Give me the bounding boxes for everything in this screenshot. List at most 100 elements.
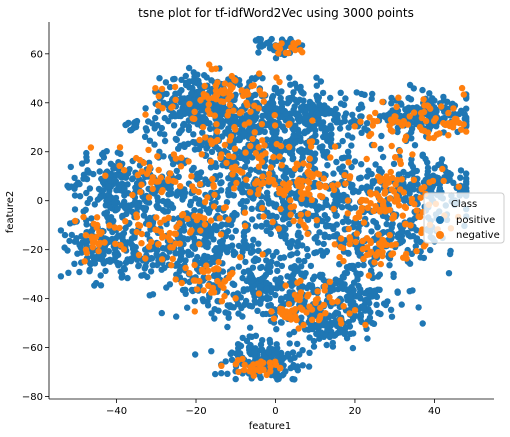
data-point-positive [345,124,352,131]
data-point-positive [286,289,293,296]
data-point-negative [251,129,258,136]
data-point-positive [263,293,271,301]
data-point-negative [379,98,386,106]
data-point-negative [259,204,266,212]
data-point-positive [463,114,470,121]
data-point-positive [327,94,334,102]
data-point-negative [300,160,307,167]
data-point-positive [263,285,270,292]
data-point-negative [432,115,439,122]
data-point-negative [352,238,359,246]
data-point-negative [242,222,249,230]
data-point-negative [153,178,160,185]
data-point-positive [284,350,292,358]
data-point-negative [409,151,416,158]
data-point-positive [313,82,320,89]
data-point-negative [143,170,151,178]
y-tick-label: 20 [30,147,43,158]
data-point-positive [339,137,346,145]
data-point-negative [321,182,329,190]
data-point-negative [243,99,250,106]
data-point-negative [158,85,166,93]
data-point-positive [232,375,239,383]
data-point-positive [122,203,129,211]
data-point-positive [336,125,344,132]
data-point-positive [124,274,131,282]
data-point-positive [271,203,278,210]
data-point-negative [133,211,140,218]
data-point-negative [256,154,263,162]
data-point-positive [431,165,438,172]
data-point-negative [322,310,329,317]
data-point-negative [138,240,145,247]
data-point-negative [382,206,389,213]
data-point-negative [259,137,266,144]
data-point-positive [408,156,415,163]
y-axis-label: feature2 [5,191,16,233]
data-point-negative [223,159,230,167]
data-point-negative [440,119,447,127]
data-point-positive [330,191,337,198]
data-point-negative [346,240,353,248]
data-point-positive [208,77,215,84]
data-point-positive [154,204,161,211]
data-point-positive [376,286,383,293]
data-point-negative [364,204,371,211]
data-point-negative [445,132,452,139]
data-point-positive [413,116,421,124]
data-point-negative [172,178,179,185]
data-point-negative [165,175,172,183]
data-point-negative [238,108,245,116]
data-point-positive [206,207,213,215]
data-point-positive [333,119,340,126]
data-point-positive [295,129,302,136]
data-point-negative [388,142,395,150]
data-point-negative [270,315,278,322]
data-point-negative [256,70,263,77]
data-point-positive [286,74,293,81]
data-point-positive [229,242,236,249]
data-point-positive [169,204,177,211]
data-point-positive [71,206,79,213]
data-point-positive [96,168,103,175]
data-point-negative [400,189,407,196]
data-point-negative [308,316,316,323]
data-point-positive [306,104,314,111]
data-point-negative [297,211,304,218]
data-point-positive [355,271,362,278]
data-point-positive [135,262,142,270]
data-point-positive [291,354,298,361]
data-point-positive [199,129,206,136]
data-point-negative [344,210,351,217]
data-point-positive [254,307,261,314]
data-point-negative [387,127,395,134]
data-point-positive [232,117,239,124]
data-point-negative [425,134,433,142]
data-point-positive [205,226,212,233]
data-point-positive [240,130,248,137]
data-point-positive [377,145,384,152]
data-point-positive [100,244,108,251]
data-point-positive [250,117,258,124]
data-point-negative [159,234,166,241]
data-point-negative [327,154,334,161]
data-point-negative [305,185,312,192]
data-point-positive [86,260,94,267]
data-point-positive [191,207,198,214]
data-point-positive [241,155,248,163]
data-point-positive [240,238,247,245]
data-point-positive [215,254,222,261]
data-point-positive [427,246,434,254]
data-point-negative [403,255,410,262]
data-point-negative [309,117,316,124]
data-point-positive [306,334,313,341]
data-point-negative [239,169,246,176]
data-point-negative [282,282,289,289]
data-point-negative [338,235,345,242]
data-point-positive [245,171,252,179]
data-point-positive [396,222,404,229]
data-point-negative [393,192,400,200]
data-point-negative [391,198,399,205]
data-point-positive [178,76,185,84]
data-point-positive [218,179,225,186]
